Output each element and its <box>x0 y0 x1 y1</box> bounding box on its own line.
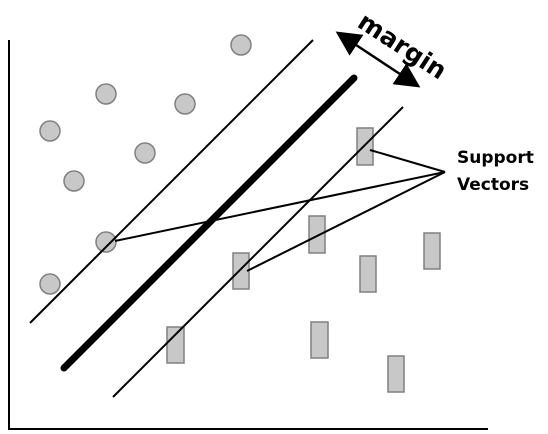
margin-boundary-lower <box>112 106 404 398</box>
pointer-line <box>369 149 446 173</box>
class-a-points <box>39 34 252 295</box>
circle-point <box>230 34 252 56</box>
rect-point <box>423 232 441 270</box>
rect-point <box>308 215 326 254</box>
margin-boundary-upper <box>29 39 314 324</box>
circle-point <box>39 273 61 295</box>
pointer-line <box>246 171 446 272</box>
circle-point <box>63 170 85 192</box>
decision-boundary <box>60 74 358 372</box>
margin-arrow <box>335 31 421 88</box>
support-vector-rect <box>356 127 374 166</box>
support-vectors-label-line2: Vectors <box>457 175 529 195</box>
rect-point <box>387 355 405 393</box>
circle-point <box>174 93 196 115</box>
support-vector-rect <box>232 252 250 290</box>
rect-point <box>310 321 329 359</box>
support-vector-circle <box>95 231 117 253</box>
margin-label: margin <box>353 7 452 86</box>
class-b-points <box>166 127 441 393</box>
circle-point <box>134 142 156 164</box>
circle-point <box>39 120 61 142</box>
circle-point <box>95 83 117 105</box>
rect-point <box>359 255 377 293</box>
support-vectors-label-line1: Support <box>457 148 534 168</box>
rect-point <box>166 326 185 364</box>
pointer-line <box>114 171 446 242</box>
